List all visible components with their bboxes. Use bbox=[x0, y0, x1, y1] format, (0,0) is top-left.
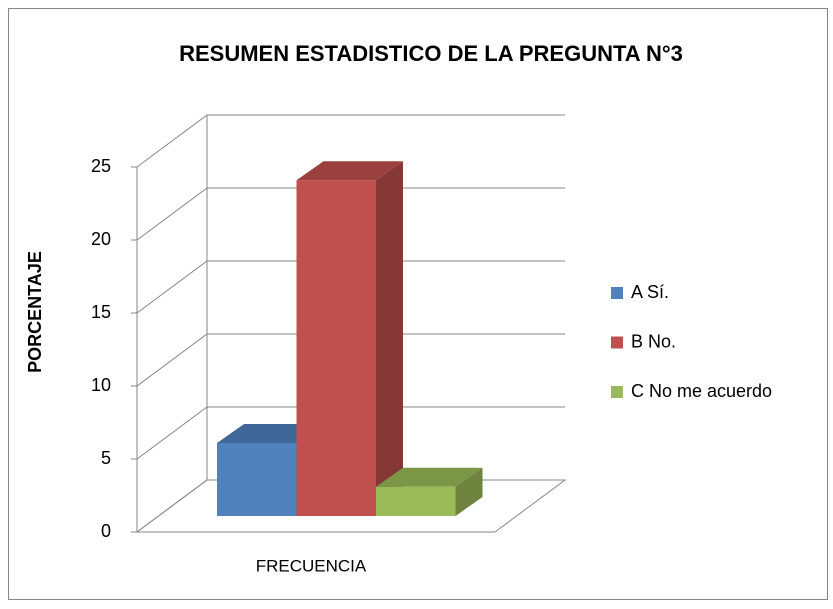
y-tick-label: 10 bbox=[91, 375, 111, 395]
chart-title: RESUMEN ESTADISTICO DE LA PREGUNTA N°3 bbox=[179, 41, 683, 66]
y-tick-label: 20 bbox=[91, 229, 111, 249]
bar bbox=[296, 180, 376, 516]
legend-label: A Sí. bbox=[631, 282, 669, 302]
bar-top bbox=[376, 467, 483, 487]
y-tick-label: 5 bbox=[101, 448, 111, 468]
y-tick-label: 15 bbox=[91, 302, 111, 322]
x-tick-label: FRECUENCIA bbox=[256, 556, 367, 575]
bar-side bbox=[376, 161, 403, 516]
grid-line bbox=[136, 187, 565, 241]
grid-line bbox=[136, 114, 565, 168]
legend-swatch bbox=[611, 336, 623, 349]
y-axis-label: PORCENTAJE bbox=[25, 251, 45, 373]
grid-line bbox=[136, 333, 565, 387]
bar-side bbox=[455, 467, 483, 516]
y-tick-label: 25 bbox=[91, 156, 111, 176]
grid-line bbox=[136, 260, 565, 314]
grid-line bbox=[136, 406, 565, 460]
y-tick-label: 0 bbox=[101, 521, 111, 541]
legend-label: B No. bbox=[631, 331, 676, 351]
legend-label: C No me acuerdo bbox=[631, 381, 772, 401]
bar-top bbox=[296, 161, 403, 181]
bar bbox=[376, 486, 456, 516]
bar bbox=[217, 443, 297, 516]
legend-swatch bbox=[611, 386, 623, 398]
legend-swatch bbox=[611, 287, 623, 299]
